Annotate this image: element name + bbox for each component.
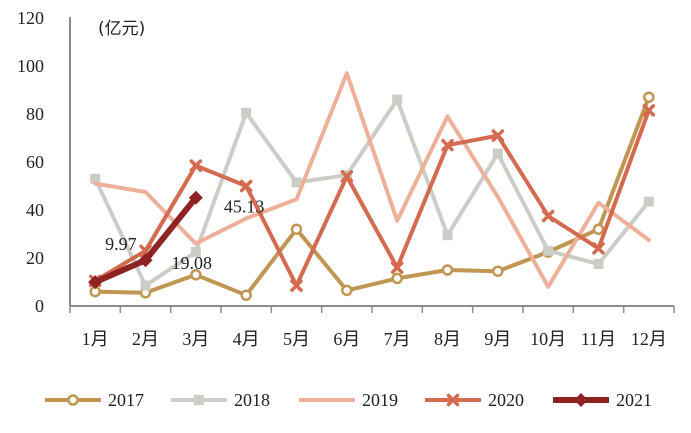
y-tick-label: 20 <box>26 248 44 268</box>
legend-label: 2018 <box>234 390 270 410</box>
series-group <box>88 71 656 301</box>
point-2021-1 <box>88 275 103 290</box>
x-tick-label: 9月 <box>484 329 511 349</box>
point-2018-1 <box>90 173 101 184</box>
y-tick-label: 120 <box>17 8 44 28</box>
data-label: 45.13 <box>224 197 264 217</box>
series-2018 <box>90 94 654 291</box>
point-2017-6 <box>341 284 353 297</box>
legend-label: 2019 <box>362 390 398 410</box>
point-2020-6 <box>340 170 354 183</box>
series-line-2018 <box>93 97 651 288</box>
legend-item-2020: 2020 <box>425 390 524 410</box>
legend-item-2019: 2019 <box>299 390 398 410</box>
point-2017-12 <box>643 91 655 103</box>
y-tick-label: 100 <box>17 56 44 76</box>
x-tick-label: 12月 <box>631 329 667 349</box>
legend-label: 2020 <box>488 390 524 410</box>
point-2017-3 <box>190 269 202 281</box>
legend-label: 2021 <box>616 390 652 410</box>
x-tick-label: 8月 <box>434 329 461 349</box>
x-tick-label: 5月 <box>283 329 310 349</box>
point-2020-9 <box>491 129 505 142</box>
point-2020-12 <box>642 104 656 117</box>
point-2017-9 <box>492 265 504 277</box>
point-2017-5 <box>290 223 303 235</box>
point-2020-4 <box>239 179 253 193</box>
y-tick-labels: 0 20 40 60 80 100 120 <box>17 8 44 316</box>
legend-marker <box>194 395 204 405</box>
point-2018-4 <box>241 107 252 118</box>
y-tick-label: 80 <box>26 104 44 124</box>
point-2018-5 <box>291 177 302 188</box>
x-tick-label: 10月 <box>530 329 566 349</box>
legend-label: 2017 <box>108 390 144 410</box>
point-2017-8 <box>441 264 454 276</box>
data-label: 9.97 <box>105 234 136 254</box>
x-tick-label: 2月 <box>132 329 159 349</box>
series-2019 <box>93 71 651 289</box>
series-line-2020 <box>93 108 651 288</box>
legend-item-2021: 2021 <box>553 390 652 410</box>
point-2018-9 <box>492 148 503 159</box>
point-2018-10 <box>543 245 554 256</box>
point-2018-12 <box>643 196 654 207</box>
x-tick-label: 4月 <box>233 329 260 349</box>
point-2018-3 <box>190 247 201 257</box>
point-2020-3 <box>189 159 203 172</box>
legend-item-2017: 2017 <box>45 390 144 410</box>
legend-marker <box>67 394 79 406</box>
legend-item-2018: 2018 <box>171 390 270 410</box>
y-tick-label: 60 <box>26 152 44 172</box>
data-labels: 9.97 19.08 45.13 <box>105 197 264 274</box>
point-2020-7 <box>390 261 404 274</box>
legend-marker <box>446 393 460 407</box>
point-2021-3 <box>188 190 203 205</box>
x-tick-label: 6月 <box>333 329 360 349</box>
point-2020-11 <box>592 242 605 255</box>
point-2017-11 <box>592 223 605 235</box>
x-tick-label: 7月 <box>384 329 411 349</box>
legend-marker <box>574 393 588 407</box>
x-tick-label: 11月 <box>581 329 616 349</box>
x-tick-labels: 1月 2月 3月 4月 5月 6月 7月 8月 9月 10月 11月 12月 <box>69 306 675 349</box>
series-line-2019 <box>93 71 651 289</box>
point-2020-5 <box>290 279 303 292</box>
point-2020-8 <box>441 138 454 152</box>
point-2017-4 <box>240 289 252 301</box>
series-2017 <box>89 91 655 301</box>
series-line-2017 <box>93 95 651 298</box>
point-2020-10 <box>541 209 555 223</box>
x-tick-label: 3月 <box>182 329 209 349</box>
point-2018-8 <box>442 230 453 241</box>
y-tick-label: 0 <box>35 296 44 316</box>
point-2018-2 <box>140 280 151 291</box>
unit-label: (亿元) <box>98 19 145 39</box>
x-tick-label: 1月 <box>82 329 109 349</box>
point-2018-11 <box>593 259 604 269</box>
series-2021 <box>88 190 203 290</box>
legend: 2017 2018 2019 2020 2021 <box>45 390 652 410</box>
point-2017-7 <box>391 272 403 285</box>
data-label: 19.08 <box>172 253 213 273</box>
y-tick-label: 40 <box>26 200 44 220</box>
point-2021-2 <box>138 253 153 268</box>
point-2018-7 <box>392 94 403 105</box>
